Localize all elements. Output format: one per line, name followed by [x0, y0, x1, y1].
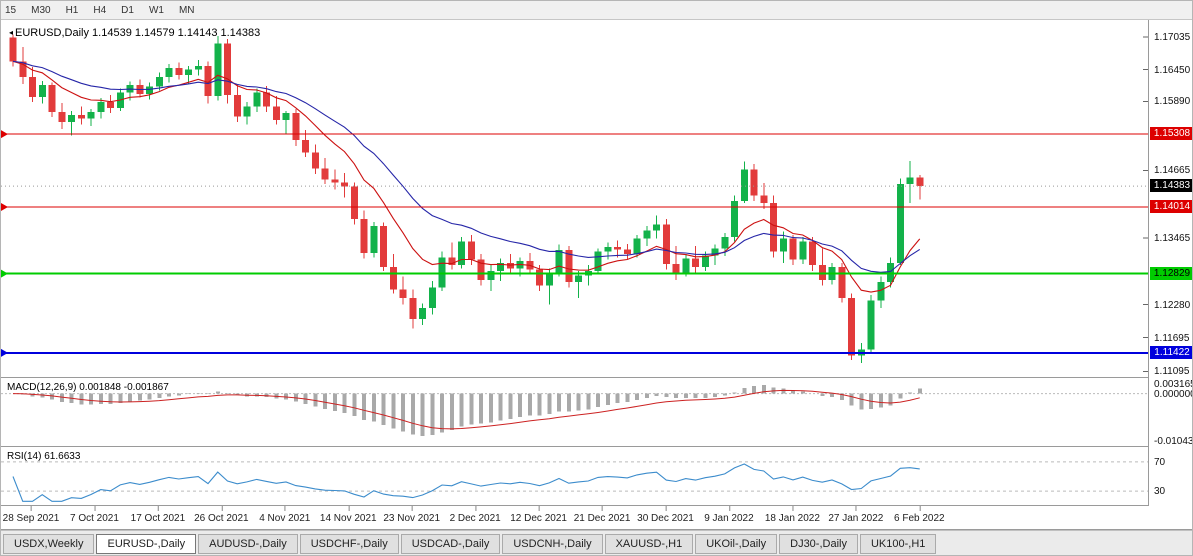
price-axis[interactable]: 1.17035 1.16450 1.15890 1.14665 1.13465 1.122…: [1148, 20, 1193, 506]
rsi-label: RSI(14) 61.6633: [7, 451, 81, 462]
rsi-tick: 70: [1154, 456, 1166, 468]
timeframe-button-d1[interactable]: D1: [121, 4, 134, 16]
timeframe-button-h1[interactable]: H1: [65, 4, 79, 16]
level-price-tag: 1.14014: [1150, 199, 1192, 213]
timeframe-button-h4[interactable]: H4: [93, 4, 107, 16]
rsi-indicator-panel: RSI(14) 61.6633: [1, 447, 1148, 506]
chart-tab-audusd-daily[interactable]: AUDUSD-,Daily: [198, 534, 298, 554]
chart-tab-usdcnh-daily[interactable]: USDCNH-,Daily: [502, 534, 603, 554]
price-tick: 1.11095: [1154, 366, 1190, 378]
date-tick: 28 Sep 2021: [2, 506, 60, 524]
level-price-tag: 1.11422: [1150, 345, 1192, 359]
candles-group: [9, 34, 924, 364]
date-tick: 18 Jan 2022: [764, 506, 820, 524]
macd-signal-line: [12, 389, 920, 430]
price-tick: 1.11695: [1154, 332, 1190, 344]
main-chart-canvas[interactable]: [1, 20, 1148, 377]
date-tick: 27 Jan 2022: [828, 506, 884, 524]
timeframe-toolbar: 15 M30 H1 H4 D1 W1 MN: [1, 1, 1192, 20]
level-left-marker-icon: [1, 202, 8, 211]
rsi-canvas[interactable]: [1, 447, 1148, 505]
macd-canvas[interactable]: [1, 378, 1148, 446]
chart-tab-xauusd-h1[interactable]: XAUUSD-,H1: [604, 534, 694, 554]
date-tick: 2 Dec 2021: [449, 506, 501, 524]
macd-label: MACD(12,26,9) 0.001848 -0.001867: [7, 382, 169, 393]
timeframe-button-m30[interactable]: M30: [31, 4, 51, 16]
ohlc-values: 1.14539 1.14579 1.14143 1.14383: [92, 27, 261, 39]
chart-tab-usdcad-daily[interactable]: USDCAD-,Daily: [400, 534, 501, 554]
date-tick: 6 Feb 2022: [893, 506, 945, 524]
ma-slow-line: [12, 60, 921, 273]
price-tick: 1.15890: [1154, 96, 1191, 108]
macd-tick: -0.010430: [1154, 436, 1193, 447]
chart-tabs-bar: USDX,Weekly EURUSD-,Daily AUDUSD-,Daily USD…: [1, 530, 1192, 555]
level-left-marker-icon: [1, 269, 8, 278]
chart-tab-eurusd-daily[interactable]: EURUSD-,Daily: [96, 534, 197, 554]
chart-tab-usdchf-daily[interactable]: USDCHF-,Daily: [299, 534, 399, 554]
date-tick: 14 Nov 2021: [319, 506, 377, 524]
rsi-line: [12, 463, 920, 502]
macd-tick: 0.003165: [1154, 379, 1193, 390]
chart-marker-icon: ◂: [9, 28, 14, 37]
date-tick: 4 Nov 2021: [259, 506, 311, 524]
price-tick: 1.12280: [1154, 299, 1191, 311]
date-tick: 26 Oct 2021: [194, 506, 249, 524]
level-price-tag: 1.15308: [1150, 127, 1192, 141]
timeframe-button-15[interactable]: 15: [5, 4, 17, 16]
chart-title: ◂ EURUSD,Daily 1.14539 1.14579 1.14143 1.…: [9, 27, 260, 39]
date-tick: 12 Dec 2021: [510, 506, 567, 524]
ma-fast-line: [12, 60, 921, 293]
bid-price-tag: 1.14383: [1150, 179, 1192, 193]
timeframe-button-mn[interactable]: MN: [178, 4, 195, 16]
date-tick: 17 Oct 2021: [130, 506, 186, 524]
price-tick: 1.17035: [1154, 31, 1191, 43]
date-tick: 9 Jan 2022: [704, 506, 754, 524]
macd-tick: 0.000000: [1154, 388, 1193, 400]
level-left-marker-icon: [1, 130, 8, 139]
time-axis[interactable]: 28 Sep 2021 7 Oct 2021 17 Oct 2021 26 Oct 2…: [1, 506, 1192, 530]
price-tick: 1.16450: [1154, 64, 1191, 76]
level-left-marker-icon: [1, 348, 8, 357]
date-tick: 23 Nov 2021: [383, 506, 441, 524]
price-tick: 1.13465: [1154, 232, 1191, 244]
chart-tab-ukoil-daily[interactable]: UKOil-,Daily: [695, 534, 778, 554]
date-tick: 21 Dec 2021: [573, 506, 631, 524]
macd-indicator-panel: MACD(12,26,9) 0.001848 -0.001867: [1, 378, 1148, 447]
price-tick: 1.14665: [1154, 165, 1191, 177]
rsi-tick: 30: [1154, 486, 1166, 498]
date-tick: 30 Dec 2021: [637, 506, 694, 524]
timeframe-button-w1[interactable]: W1: [148, 4, 164, 16]
level-price-tag: 1.12829: [1150, 266, 1192, 280]
symbol-period-label: EURUSD,Daily: [15, 27, 89, 39]
main-chart-panel: ◂ EURUSD,Daily 1.14539 1.14579 1.14143 1.…: [1, 20, 1148, 378]
chart-tab-dj30-daily[interactable]: DJ30-,Daily: [779, 534, 858, 554]
chart-tab-usdx-weekly[interactable]: USDX,Weekly: [3, 534, 95, 554]
chart-tab-uk100-h1[interactable]: UK100-,H1: [859, 534, 937, 554]
date-tick: 7 Oct 2021: [69, 506, 119, 524]
